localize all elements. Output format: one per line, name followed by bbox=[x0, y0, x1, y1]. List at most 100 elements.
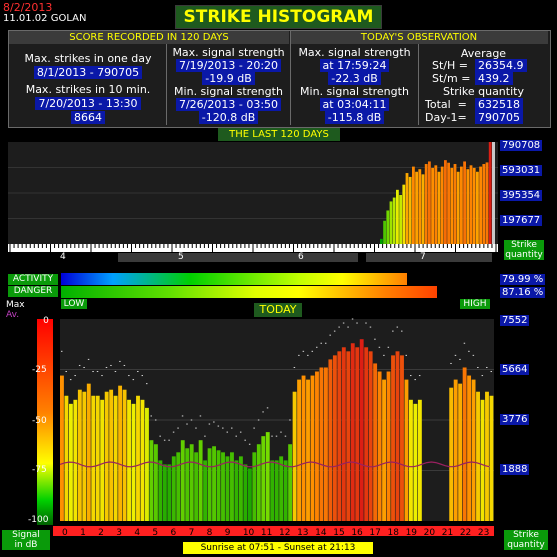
today-bar bbox=[180, 440, 185, 521]
l120-bar bbox=[396, 189, 399, 244]
today-bar bbox=[230, 452, 234, 521]
hour-label: 19 bbox=[405, 528, 418, 538]
l120-bar bbox=[389, 201, 393, 244]
today-bar bbox=[221, 452, 225, 521]
hour-label: 16 bbox=[351, 528, 363, 538]
today-bar bbox=[467, 375, 472, 521]
today-bar bbox=[471, 379, 476, 521]
today-min-signal-time: at 03:04:11 bbox=[319, 98, 390, 111]
danger-meter bbox=[61, 286, 493, 298]
l120-bar bbox=[434, 165, 438, 244]
l120-bar bbox=[482, 164, 486, 244]
today-bar bbox=[489, 395, 494, 521]
l120-bar bbox=[460, 166, 463, 244]
ytick-100: -100 bbox=[28, 515, 49, 525]
l120-bar bbox=[456, 171, 460, 244]
stm-value: 439.2 bbox=[475, 72, 513, 85]
today-min-signal-value: -115.8 dB bbox=[324, 111, 385, 124]
l120-bar bbox=[424, 164, 428, 244]
hour-label: 7 bbox=[188, 528, 195, 538]
today-bar bbox=[234, 460, 239, 521]
max-signal-date: 7/19/2013 - 20:20 bbox=[175, 59, 282, 72]
l120-bar bbox=[466, 169, 470, 244]
today-bar bbox=[247, 468, 252, 521]
today-qty-label: Strike quantity bbox=[504, 530, 548, 550]
today-bar bbox=[171, 456, 176, 521]
today-bar bbox=[288, 444, 293, 521]
hour-label: 6 bbox=[170, 528, 177, 538]
today-bar bbox=[350, 343, 355, 521]
today-bar bbox=[391, 355, 395, 521]
high-label: HIGH bbox=[460, 299, 490, 309]
l120-bar bbox=[444, 160, 447, 244]
l120-bar bbox=[479, 166, 482, 244]
today-bar bbox=[368, 351, 373, 521]
today-bar bbox=[332, 355, 337, 521]
hour-label: 4 bbox=[134, 528, 141, 538]
today-bar bbox=[140, 399, 145, 521]
hour-label: 13 bbox=[297, 528, 309, 538]
today-bar bbox=[185, 448, 190, 521]
average-line bbox=[59, 461, 490, 468]
max-10min-label: Max. strikes in 10 min. bbox=[25, 83, 151, 96]
today-bar bbox=[216, 450, 221, 521]
l120-bar-today bbox=[492, 142, 495, 244]
today-bar bbox=[400, 355, 404, 521]
sth-value: 26354.9 bbox=[475, 59, 527, 72]
l120-bar bbox=[412, 166, 415, 244]
qty-tick-2: 3776 bbox=[500, 414, 530, 425]
activity-value: 79.99 % bbox=[500, 274, 546, 285]
today-bar bbox=[167, 464, 172, 521]
today-bar bbox=[60, 375, 64, 521]
today-bar bbox=[413, 403, 418, 521]
l120-bar bbox=[418, 169, 422, 244]
today-max-signal-time: at 17:59:24 bbox=[319, 59, 390, 72]
today-max-signal-label: Max. signal strength bbox=[298, 46, 411, 59]
today-bar bbox=[212, 446, 216, 521]
min-signal-label: Min. signal strength bbox=[174, 85, 283, 98]
l120-xlabel-7: 7 bbox=[420, 252, 426, 262]
today-bar bbox=[131, 403, 136, 521]
today-bar bbox=[162, 464, 167, 521]
today-bar bbox=[265, 432, 270, 521]
l120-xlabel-4: 4 bbox=[60, 252, 66, 262]
l120-bar bbox=[415, 171, 418, 244]
activity-meter bbox=[61, 273, 493, 285]
today-bar bbox=[100, 399, 105, 521]
l120-bar bbox=[437, 171, 441, 244]
last120-title: THE LAST 120 DAYS bbox=[218, 128, 340, 141]
l120-ytick-1: 593031 bbox=[500, 165, 543, 176]
l120-bar bbox=[450, 167, 454, 244]
hour-label: 17 bbox=[369, 528, 381, 538]
l120-bar bbox=[431, 167, 434, 244]
max-10min-value: 8664 bbox=[71, 111, 105, 124]
hour-label: 20 bbox=[423, 528, 436, 538]
qty-tick-0: 7552 bbox=[500, 315, 530, 326]
today-bar bbox=[306, 379, 310, 521]
l120-ytick-0: 790708 bbox=[500, 140, 543, 151]
today-bar bbox=[136, 395, 140, 521]
hour-label: 11 bbox=[260, 528, 273, 538]
max-signal-label: Max. signal strength bbox=[172, 46, 285, 59]
today-bar bbox=[449, 387, 454, 521]
today-bar bbox=[225, 456, 230, 521]
hour-label: 14 bbox=[315, 528, 327, 538]
today-bar bbox=[122, 389, 127, 521]
today-bar bbox=[377, 371, 382, 521]
today-bar bbox=[458, 383, 463, 521]
today-bar bbox=[86, 383, 91, 521]
today-bar bbox=[104, 391, 109, 521]
today-bar bbox=[176, 452, 181, 521]
today-bar bbox=[315, 371, 319, 521]
l120-bar bbox=[476, 171, 479, 244]
l120-xlabel-5: 5 bbox=[178, 252, 184, 262]
total-label: Total = bbox=[425, 98, 467, 111]
today-bar bbox=[319, 367, 324, 521]
today-bar bbox=[153, 444, 158, 521]
min-signal-value: -120.8 dB bbox=[198, 111, 259, 124]
today-bar bbox=[355, 347, 360, 521]
l120-qty-label: Strike quantity bbox=[504, 240, 544, 260]
today-chart bbox=[37, 318, 494, 536]
today-bar bbox=[453, 379, 458, 521]
today-bar bbox=[113, 395, 118, 521]
